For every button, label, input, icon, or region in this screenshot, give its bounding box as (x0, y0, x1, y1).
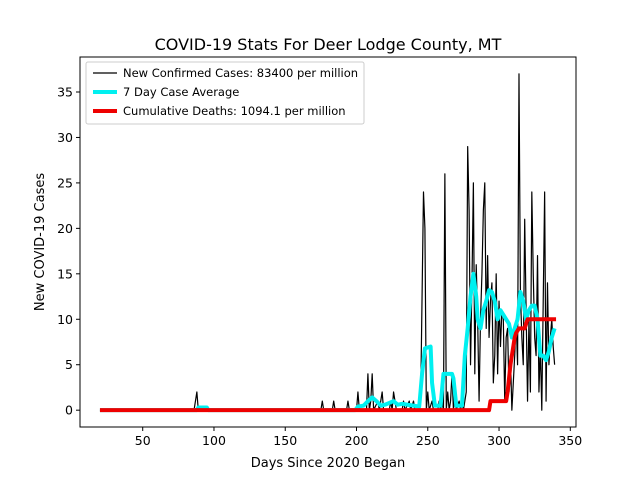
series-layer (99, 73, 557, 413)
plot-area (79, 56, 577, 428)
y-axis: 0 5 10 15 20 25 30 35 (57, 85, 80, 418)
y-axis-label: New COVID-19 Cases (33, 173, 48, 311)
x-tick-label: 50 (135, 433, 151, 448)
x-tick-label: 100 (202, 433, 226, 448)
x-tick-label: 350 (558, 433, 582, 448)
y-tick-label: 15 (57, 266, 73, 281)
x-axis-label: Days Since 2020 Began (251, 456, 406, 471)
series-line-cumulative-deaths (99, 317, 557, 413)
y-tick-label: 10 (57, 312, 73, 327)
legend: New Confirmed Cases: 83400 per million 7… (85, 61, 365, 125)
y-tick-label: 5 (65, 357, 73, 372)
legend-label-7-day-average: 7 Day Case Average (123, 85, 239, 99)
x-axis: 50 100 150 200 250 300 350 (135, 427, 582, 448)
x-tick-label: 250 (416, 433, 440, 448)
y-tick-label: 25 (57, 175, 73, 190)
y-tick-label: 35 (57, 85, 73, 100)
chart-title: COVID-19 Stats For Deer Lodge County, MT (155, 35, 502, 54)
plot-frame (79, 56, 577, 428)
y-tick-label: 0 (65, 403, 73, 418)
legend-label-new-cases: New Confirmed Cases: 83400 per million (123, 66, 358, 80)
x-tick-label: 200 (345, 433, 369, 448)
legend-label-cumulative-deaths: Cumulative Deaths: 1094.1 per million (123, 104, 346, 118)
y-tick-label: 30 (57, 130, 73, 145)
legend-box (85, 61, 365, 125)
x-tick-label: 300 (487, 433, 511, 448)
x-tick-label: 150 (273, 433, 297, 448)
series-line-7-day-average (99, 271, 557, 413)
y-tick-label: 20 (57, 221, 73, 236)
